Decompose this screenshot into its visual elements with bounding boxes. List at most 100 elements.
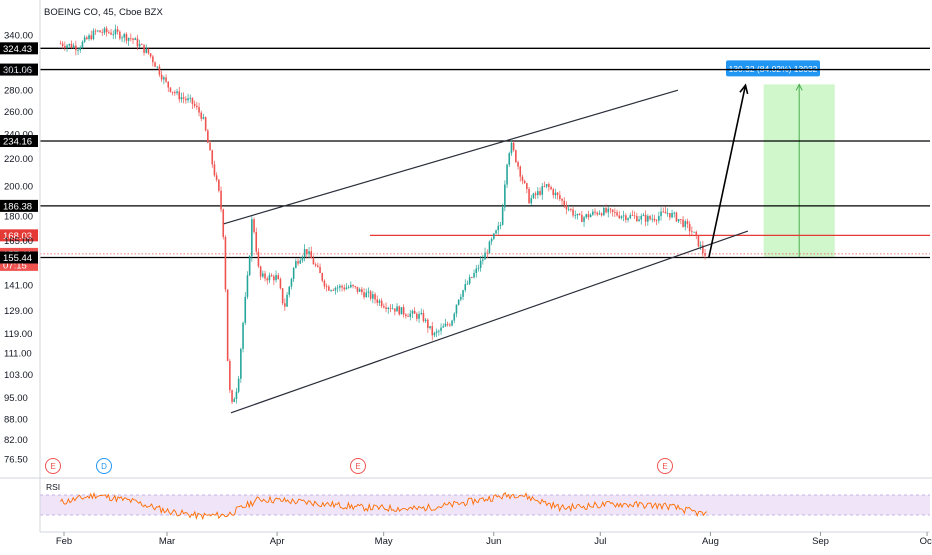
candle-body <box>88 35 90 40</box>
candle-body <box>589 214 592 218</box>
candle-body <box>321 273 324 281</box>
candle-body <box>365 292 368 298</box>
price-tick-label: 76.50 <box>4 455 28 466</box>
candle-body <box>592 211 594 215</box>
candle-body <box>662 211 665 213</box>
candle-body <box>585 214 588 218</box>
level-tag-label: 324.43 <box>3 44 32 55</box>
candle-body <box>374 294 376 300</box>
event-marker-letter: E <box>50 462 55 471</box>
event-marker-earnings <box>657 458 673 474</box>
level-tag-label: 301.06 <box>3 65 32 76</box>
candle-body <box>391 308 394 310</box>
candle-body <box>218 179 220 191</box>
candle-body <box>464 284 467 291</box>
candle-body <box>66 45 68 48</box>
candle-body <box>358 289 361 292</box>
level-tag-label: 186.38 <box>3 201 32 212</box>
candle-body <box>319 266 321 274</box>
candle-body <box>398 306 401 315</box>
candle-body <box>669 213 671 218</box>
candle-body <box>618 215 621 218</box>
candle-body <box>653 218 656 221</box>
level-tag <box>0 42 38 55</box>
candle-body <box>433 332 436 336</box>
candle-body <box>251 219 253 257</box>
candle-body <box>466 283 469 285</box>
candle-body <box>77 50 79 51</box>
channel-lower-line <box>230 230 749 414</box>
price-tick-label: 180.00 <box>4 211 33 222</box>
candle-body <box>554 192 557 196</box>
price-tick-label: 129.00 <box>4 306 33 317</box>
candle-body <box>396 306 398 312</box>
candle-body <box>600 213 603 216</box>
candle-body <box>86 37 88 40</box>
candle-body <box>165 77 167 82</box>
candle-body <box>574 215 577 217</box>
candle-body <box>455 304 458 314</box>
target-badge-label: 130.32 (84.02%) 13032 <box>729 64 818 74</box>
candle-body <box>114 29 117 35</box>
candle-body <box>468 277 471 284</box>
candle-body <box>609 208 612 210</box>
candle-body <box>383 306 385 308</box>
candle-body <box>673 212 676 214</box>
candle-body <box>622 215 625 217</box>
price-tick-label: 141.00 <box>4 281 33 292</box>
price-tick-label: 165.00 <box>4 236 33 247</box>
candle-body <box>625 215 627 220</box>
candle-body <box>253 219 255 233</box>
candle-body <box>169 87 172 92</box>
candle-body <box>158 66 161 75</box>
candle-body <box>193 103 196 106</box>
candle-body <box>495 230 497 234</box>
candle-body <box>231 390 233 403</box>
candle-body <box>541 186 544 195</box>
candle-body <box>534 193 537 196</box>
candle-body <box>633 215 636 217</box>
price-tick-label: 111.00 <box>4 349 32 360</box>
candle-body <box>570 209 572 210</box>
candle-body <box>176 91 178 94</box>
price-tick-label: 340.00 <box>4 31 33 42</box>
candle-body <box>270 275 273 277</box>
candle-body <box>116 29 119 32</box>
level-tag <box>0 199 38 212</box>
candle-body <box>596 212 599 215</box>
candle-body <box>123 34 126 38</box>
candle-body <box>704 253 706 256</box>
candle-body <box>435 331 438 333</box>
candle-body <box>631 215 634 216</box>
candle-body <box>438 330 440 332</box>
candle-body <box>334 287 337 291</box>
candle-body <box>369 291 372 299</box>
candle-body <box>167 81 170 88</box>
candle-body <box>290 278 293 287</box>
rsi-label: RSI <box>46 482 60 492</box>
candle-body <box>119 31 121 39</box>
candle-body <box>361 289 363 293</box>
candle-body <box>295 261 297 268</box>
candle-body <box>182 97 185 99</box>
candle-body <box>651 218 654 220</box>
target-badge <box>726 60 820 77</box>
candle-body <box>277 275 280 280</box>
candle-body <box>576 213 579 216</box>
candle-body <box>202 117 205 119</box>
candle-body <box>644 215 647 222</box>
level-tag <box>0 63 38 76</box>
event-marker-earnings <box>45 458 61 474</box>
candle-body <box>61 43 64 47</box>
candle-body <box>640 215 643 220</box>
candle-body <box>198 107 200 113</box>
candle-body <box>556 192 559 196</box>
candle-body <box>152 56 154 63</box>
level-tag <box>0 251 38 264</box>
candle-body <box>101 32 104 34</box>
candle-body <box>666 213 669 214</box>
candle-body <box>90 35 93 40</box>
level-tag-label: 155.44 <box>3 253 32 264</box>
